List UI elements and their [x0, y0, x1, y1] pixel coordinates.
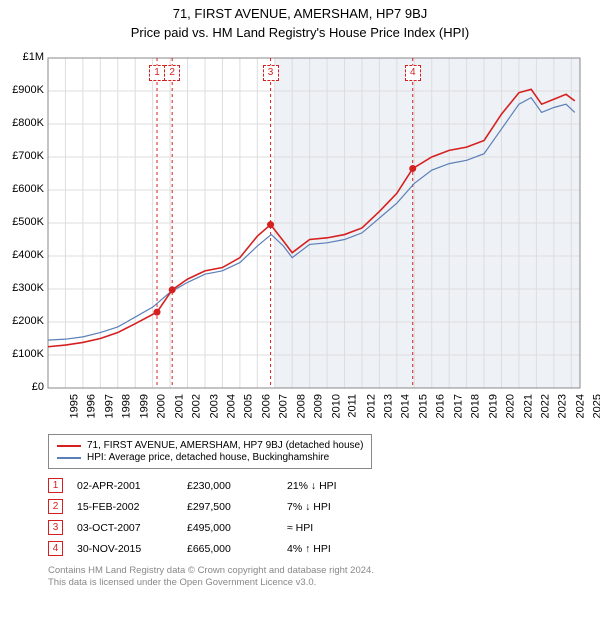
x-tick-label: 2000: [156, 394, 168, 418]
x-tick-label: 2015: [417, 394, 429, 418]
x-tick-label: 2017: [452, 394, 464, 418]
y-tick-label: £1M: [0, 51, 44, 63]
x-tick-label: 2021: [522, 394, 534, 418]
sale-marker-box: 4: [405, 65, 421, 81]
sale-marker-box: 3: [263, 65, 279, 81]
x-tick-label: 2016: [435, 394, 447, 418]
sale-date: 03-OCT-2007: [77, 517, 187, 538]
sale-price: £495,000: [187, 517, 287, 538]
sale-number-box: 4: [48, 541, 63, 556]
x-tick-label: 2006: [260, 394, 272, 418]
table-row: 4 30-NOV-2015£665,0004% ↑ HPI: [48, 538, 351, 559]
y-tick-label: £200K: [0, 315, 44, 327]
sale-price: £297,500: [187, 496, 287, 517]
x-tick-label: 1995: [68, 394, 80, 418]
x-tick-label: 2013: [382, 394, 394, 418]
chart-container: 71, FIRST AVENUE, AMERSHAM, HP7 9BJ Pric…: [0, 6, 600, 626]
x-tick-label: 2025: [592, 394, 600, 418]
y-tick-label: £700K: [0, 150, 44, 162]
x-tick-label: 2024: [574, 394, 586, 418]
x-tick-label: 2007: [278, 394, 290, 418]
x-tick-label: 2020: [505, 394, 517, 418]
y-tick-label: £100K: [0, 348, 44, 360]
table-row: 3 03-OCT-2007£495,000≈ HPI: [48, 517, 351, 538]
y-tick-label: £900K: [0, 84, 44, 96]
y-tick-label: £0: [0, 381, 44, 393]
sale-date: 15-FEB-2002: [77, 496, 187, 517]
x-tick-label: 2014: [400, 394, 412, 418]
x-tick-label: 2023: [557, 394, 569, 418]
sale-price: £230,000: [187, 475, 287, 496]
x-tick-label: 1998: [121, 394, 133, 418]
sale-number-box: 2: [48, 499, 63, 514]
footer-line2: This data is licensed under the Open Gov…: [48, 577, 600, 589]
sale-diff: 4% ↑ HPI: [287, 538, 351, 559]
sales-table: 1 02-APR-2001£230,00021% ↓ HPI 2 15-FEB-200…: [48, 475, 351, 559]
sale-date: 30-NOV-2015: [77, 538, 187, 559]
x-tick-label: 2002: [191, 394, 203, 418]
x-tick-label: 1999: [138, 394, 150, 418]
footer-attribution: Contains HM Land Registry data © Crown c…: [48, 565, 600, 590]
x-tick-label: 2009: [313, 394, 325, 418]
x-tick-label: 2003: [208, 394, 220, 418]
sale-diff: 7% ↓ HPI: [287, 496, 351, 517]
y-tick-label: £800K: [0, 117, 44, 129]
legend-swatch: [57, 445, 81, 447]
legend: 71, FIRST AVENUE, AMERSHAM, HP7 9BJ (det…: [48, 434, 372, 469]
y-tick-label: £300K: [0, 282, 44, 294]
sale-price: £665,000: [187, 538, 287, 559]
x-tick-label: 2019: [487, 394, 499, 418]
x-tick-label: 2022: [539, 394, 551, 418]
legend-item: 71, FIRST AVENUE, AMERSHAM, HP7 9BJ (det…: [57, 440, 363, 451]
x-tick-label: 1997: [103, 394, 115, 418]
legend-item: HPI: Average price, detached house, Buck…: [57, 452, 363, 463]
line-chart: [0, 6, 600, 390]
sale-number-box: 3: [48, 520, 63, 535]
x-tick-label: 2018: [470, 394, 482, 418]
legend-swatch: [57, 457, 81, 459]
legend-label: HPI: Average price, detached house, Buck…: [87, 452, 329, 463]
sale-diff: 21% ↓ HPI: [287, 475, 351, 496]
legend-label: 71, FIRST AVENUE, AMERSHAM, HP7 9BJ (det…: [87, 440, 363, 451]
x-tick-label: 2012: [365, 394, 377, 418]
y-tick-label: £400K: [0, 249, 44, 261]
y-tick-label: £500K: [0, 216, 44, 228]
x-tick-label: 2008: [295, 394, 307, 418]
x-tick-label: 1996: [86, 394, 98, 418]
table-row: 1 02-APR-2001£230,00021% ↓ HPI: [48, 475, 351, 496]
sale-diff: ≈ HPI: [287, 517, 351, 538]
x-tick-label: 2004: [225, 394, 237, 418]
footer-line1: Contains HM Land Registry data © Crown c…: [48, 565, 600, 577]
x-tick-label: 2001: [173, 394, 185, 418]
sale-number-box: 1: [48, 478, 63, 493]
sale-date: 02-APR-2001: [77, 475, 187, 496]
table-row: 2 15-FEB-2002£297,5007% ↓ HPI: [48, 496, 351, 517]
sale-marker-box: 2: [164, 65, 180, 81]
sale-marker-box: 1: [149, 65, 165, 81]
x-tick-label: 2011: [347, 394, 359, 418]
x-tick-label: 2005: [243, 394, 255, 418]
x-tick-label: 2010: [330, 394, 342, 418]
y-tick-label: £600K: [0, 183, 44, 195]
